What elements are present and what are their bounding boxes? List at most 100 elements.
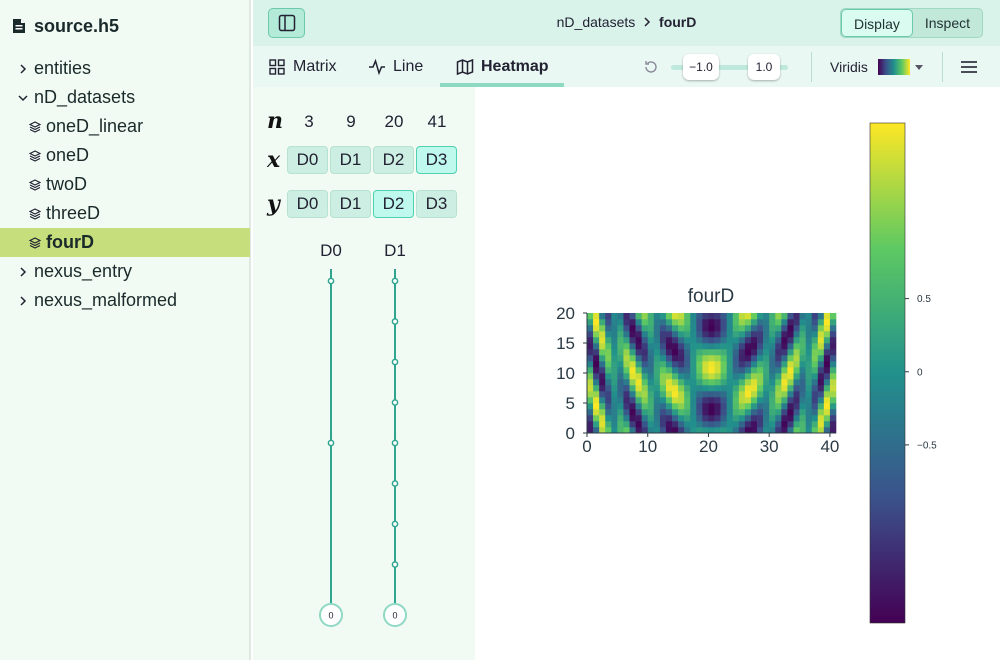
heatmap-cell — [708, 367, 715, 374]
caret-down-icon[interactable] — [915, 65, 923, 70]
tree-item-oned-linear[interactable]: oneD_linear — [0, 112, 250, 141]
heatmap-cell — [775, 343, 782, 350]
heatmap-cell — [750, 361, 758, 368]
tree-item-nexus-entry[interactable]: nexus_entry — [0, 257, 250, 286]
heatmap-cell — [684, 319, 691, 326]
tree-item-threed[interactable]: threeD — [0, 199, 250, 228]
slicer-tick[interactable] — [391, 561, 399, 568]
heatmap-cell — [635, 361, 642, 368]
heatmap-cell — [678, 319, 685, 326]
heatmap-cell — [787, 355, 794, 362]
slicer-tick[interactable] — [391, 439, 399, 447]
heatmap-chart[interactable]: fourD 0 10 20 30 40 0 5 10 15 20 0.5 0 −0.5 — [475, 87, 1000, 660]
tree-item-nd-datasets[interactable]: nD_datasets — [0, 83, 250, 112]
heatmap-cell — [623, 367, 630, 374]
reset-icon[interactable] — [643, 59, 659, 75]
inspect-mode-button[interactable]: Inspect — [924, 15, 970, 31]
x-dim-d1-button[interactable]: D1 — [330, 146, 371, 174]
heatmap-cell — [653, 391, 661, 398]
y-dim-d2-button[interactable]: D2 — [373, 190, 414, 218]
heatmap-cell — [781, 313, 788, 320]
heatmap-cell — [690, 331, 697, 338]
heatmap-cell — [641, 325, 649, 332]
heatmap-cell — [617, 343, 624, 350]
slicer-tick[interactable] — [391, 318, 399, 325]
slicer-tick[interactable] — [391, 480, 399, 487]
x-tick-label: 30 — [760, 437, 779, 456]
y-dim-d3-button[interactable]: D3 — [416, 190, 457, 218]
tab-line[interactable]: Line — [368, 46, 423, 87]
heatmap-cell — [623, 415, 630, 422]
display-mode-button[interactable]: Display — [840, 9, 913, 37]
heatmap-cell — [714, 379, 721, 386]
slicer-tick[interactable] — [391, 358, 399, 366]
x-dim-d0-button[interactable]: D0 — [287, 146, 328, 174]
colormap-label[interactable]: Viridis — [830, 59, 868, 75]
heatmap-cell — [829, 349, 837, 356]
domain-slider[interactable]: −1.0 1.0 — [643, 54, 803, 80]
heatmap-cell — [781, 367, 788, 374]
slicer-tick[interactable] — [327, 277, 335, 285]
sidebar-toggle-button[interactable] — [268, 8, 305, 38]
slicer-thumb[interactable] — [383, 603, 407, 627]
heatmap-cell — [738, 415, 746, 422]
tree-item-twod[interactable]: twoD — [0, 170, 250, 199]
heatmap-cell — [823, 319, 831, 326]
heatmap-cell — [617, 427, 624, 434]
x-dim-d2-button[interactable]: D2 — [373, 146, 414, 174]
heatmap-cell — [750, 343, 758, 350]
x-dim-d3-button[interactable]: D3 — [416, 146, 457, 174]
heatmap-cell — [684, 397, 691, 404]
heatmap-cell — [690, 361, 697, 368]
heatmap-cell — [665, 325, 673, 332]
heatmap-cell — [793, 397, 800, 404]
y-dim-d0-button[interactable]: D0 — [287, 190, 328, 218]
y-dim-d1-button[interactable]: D1 — [330, 190, 371, 218]
slicer-tick[interactable] — [327, 439, 335, 447]
tree-item-entities[interactable]: entities — [0, 54, 250, 83]
slicer-tick[interactable] — [391, 399, 399, 406]
heatmap-cell — [787, 391, 794, 398]
file-title[interactable]: source.h5 — [0, 0, 249, 52]
heatmap-cell — [750, 427, 758, 434]
tree-item-oned[interactable]: oneD — [0, 141, 250, 170]
domain-max-handle[interactable]: 1.0 — [748, 54, 780, 80]
heatmap-cell — [623, 319, 630, 326]
tab-heatmap[interactable]: Heatmap — [456, 46, 549, 87]
breadcrumb-parent[interactable]: nD_datasets — [556, 14, 636, 30]
domain-track[interactable] — [671, 65, 788, 70]
heatmap-cell — [629, 397, 636, 404]
heatmap-cell — [672, 319, 679, 326]
explorer-sidebar: source.h5 entities nD_datasets oneD_line… — [0, 0, 251, 660]
heatmap-cell — [757, 427, 764, 434]
domain-min-handle[interactable]: −1.0 — [683, 54, 719, 80]
heatmap-cell — [757, 343, 764, 350]
heatmap-cell — [799, 421, 806, 428]
slicer-tick[interactable] — [391, 277, 399, 285]
heatmap-cell — [744, 325, 752, 332]
tab-matrix[interactable]: Matrix — [268, 46, 337, 87]
heatmap-cell — [593, 385, 600, 392]
heatmap-cell — [787, 397, 794, 404]
heatmap-cell — [611, 385, 618, 392]
heatmap-cell — [708, 337, 715, 344]
heatmap-cell — [696, 415, 703, 422]
heatmap-cell — [665, 313, 673, 320]
heatmap-cell — [659, 391, 667, 398]
slicer-thumb[interactable] — [319, 603, 343, 627]
slicer-tick[interactable] — [391, 520, 399, 528]
hamburger-menu-icon[interactable] — [959, 57, 979, 77]
heatmap-cell — [593, 373, 600, 380]
heatmap-cell — [732, 373, 740, 380]
heatmap-cell — [605, 313, 612, 320]
heatmap-cell — [641, 403, 649, 410]
tree-item-nexus-malformed[interactable]: nexus_malformed — [0, 286, 250, 315]
colormap-swatch[interactable] — [878, 59, 910, 75]
heatmap-cell — [708, 379, 715, 386]
heatmap-cell — [744, 343, 752, 350]
heatmap-cell — [744, 427, 752, 434]
heatmap-cell — [781, 385, 788, 392]
tree-item-fourd[interactable]: fourD — [0, 228, 250, 257]
heatmap-cell — [799, 397, 806, 404]
heatmap-cell — [738, 385, 746, 392]
